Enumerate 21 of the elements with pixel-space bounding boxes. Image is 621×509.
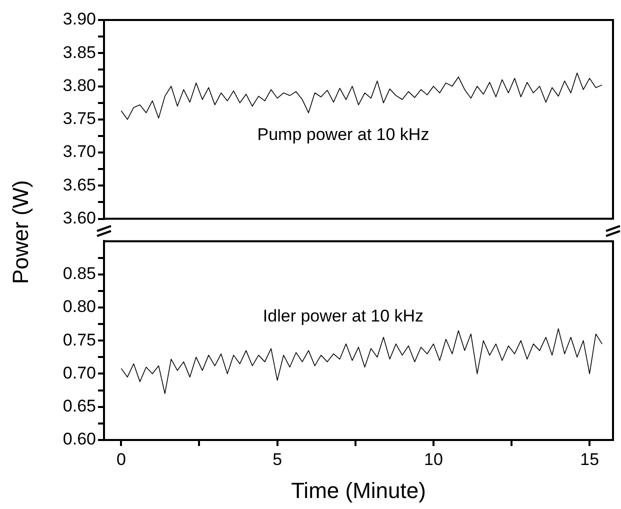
x-tick-label: 15: [580, 450, 600, 469]
y-tick-label: 0.70: [62, 363, 96, 382]
y-tick-label: 3.75: [62, 109, 96, 128]
y-tick-label: 3.80: [62, 76, 96, 95]
y-axis-title: Power (W): [8, 180, 34, 284]
x-tick-label: 0: [116, 450, 126, 469]
y-tick-label: 3.85: [62, 42, 96, 62]
y-tick-label: 0.65: [62, 396, 96, 416]
x-axis-title: Time (Minute): [291, 478, 426, 503]
y-tick-label: 3.90: [62, 10, 96, 29]
y-tick-label: 0.85: [62, 264, 96, 284]
x-tick-label: 5: [272, 450, 282, 469]
y-tick-label: 3.60: [62, 208, 96, 228]
series-label: Pump power at 10 kHz: [257, 124, 430, 144]
y-tick-label: 0.60: [62, 430, 96, 449]
y-tick-label: 0.80: [62, 297, 96, 316]
series-label: Idler power at 10 kHz: [262, 306, 424, 326]
y-tick-label: 0.75: [62, 330, 96, 350]
y-tick-label: 3.65: [62, 175, 96, 194]
y-tick-label: 3.70: [62, 142, 96, 162]
x-tick-label: 10: [424, 450, 443, 469]
